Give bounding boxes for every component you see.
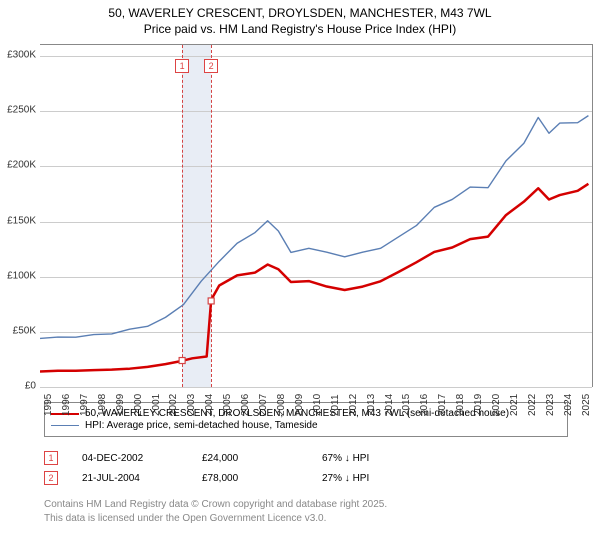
x-axis-label: 1999 — [115, 394, 126, 416]
x-axis-label: 2007 — [258, 394, 269, 416]
sale-marker-icon: 2 — [44, 471, 58, 485]
sale-date: 04-DEC-2002 — [82, 453, 202, 464]
y-axis-label: £300K — [0, 50, 36, 61]
x-axis-label: 2000 — [133, 394, 144, 416]
footer-line: This data is licensed under the Open Gov… — [44, 512, 387, 526]
footer-line: Contains HM Land Registry data © Crown c… — [44, 498, 387, 512]
y-axis-label: £100K — [0, 270, 36, 281]
y-axis-label: £50K — [0, 325, 36, 336]
y-axis-label: £250K — [0, 105, 36, 116]
x-axis-label: 2013 — [366, 394, 377, 416]
x-axis-label: 2016 — [419, 394, 430, 416]
x-axis-label: 2010 — [312, 394, 323, 416]
x-axis-label: 1996 — [61, 394, 72, 416]
x-axis-label: 2024 — [563, 394, 574, 416]
sales-table: 1 04-DEC-2002 £24,000 67% ↓ HPI 2 21-JUL… — [44, 448, 369, 488]
y-axis-label: £200K — [0, 160, 36, 171]
x-axis-label: 1995 — [43, 394, 54, 416]
x-axis-label: 2025 — [581, 394, 592, 416]
x-axis-label: 2021 — [509, 394, 520, 416]
table-row: 2 21-JUL-2004 £78,000 27% ↓ HPI — [44, 468, 369, 488]
price-chart: 12 — [40, 44, 593, 387]
chart-title: 50, WAVERLEY CRESCENT, DROYLSDEN, MANCHE… — [0, 0, 600, 39]
x-axis-label: 2005 — [222, 394, 233, 416]
chart-marker-icon: 1 — [175, 59, 189, 73]
copyright-footer: Contains HM Land Registry data © Crown c… — [44, 498, 387, 525]
sale-price: £24,000 — [202, 453, 322, 464]
x-axis-label: 2017 — [437, 394, 448, 416]
legend-label: HPI: Average price, semi-detached house,… — [85, 420, 318, 431]
title-line1: 50, WAVERLEY CRESCENT, DROYLSDEN, MANCHE… — [10, 6, 590, 22]
x-axis-label: 1998 — [97, 394, 108, 416]
sale-marker-icon: 1 — [44, 451, 58, 465]
x-axis-label: 1997 — [79, 394, 90, 416]
sale-date: 21-JUL-2004 — [82, 473, 202, 484]
x-axis-label: 2014 — [384, 394, 395, 416]
chart-marker-icon: 2 — [204, 59, 218, 73]
sale-delta: 67% ↓ HPI — [322, 453, 369, 464]
x-axis-label: 2023 — [545, 394, 556, 416]
x-axis-label: 2012 — [348, 394, 359, 416]
x-axis-label: 2002 — [168, 394, 179, 416]
x-axis-label: 2008 — [276, 394, 287, 416]
legend-item-price: 50, WAVERLEY CRESCENT, DROYLSDEN, MANCHE… — [51, 408, 561, 419]
x-axis-label: 2015 — [401, 394, 412, 416]
sale-delta: 27% ↓ HPI — [322, 473, 369, 484]
x-axis-label: 2006 — [240, 394, 251, 416]
x-axis-label: 2020 — [491, 394, 502, 416]
x-axis-label: 2019 — [473, 394, 484, 416]
table-row: 1 04-DEC-2002 £24,000 67% ↓ HPI — [44, 448, 369, 468]
x-axis-label: 2004 — [204, 394, 215, 416]
y-axis-label: £150K — [0, 215, 36, 226]
x-axis-label: 2009 — [294, 394, 305, 416]
title-line2: Price paid vs. HM Land Registry's House … — [10, 22, 590, 38]
x-axis-label: 2003 — [186, 394, 197, 416]
x-axis-label: 2011 — [330, 394, 341, 416]
legend-item-hpi: HPI: Average price, semi-detached house,… — [51, 420, 561, 431]
legend-swatch-icon — [51, 425, 79, 426]
x-axis-label: 2001 — [151, 394, 162, 416]
x-axis-label: 2018 — [455, 394, 466, 416]
y-axis-label: £0 — [0, 381, 36, 392]
x-axis-label: 2022 — [527, 394, 538, 416]
sale-price: £78,000 — [202, 473, 322, 484]
